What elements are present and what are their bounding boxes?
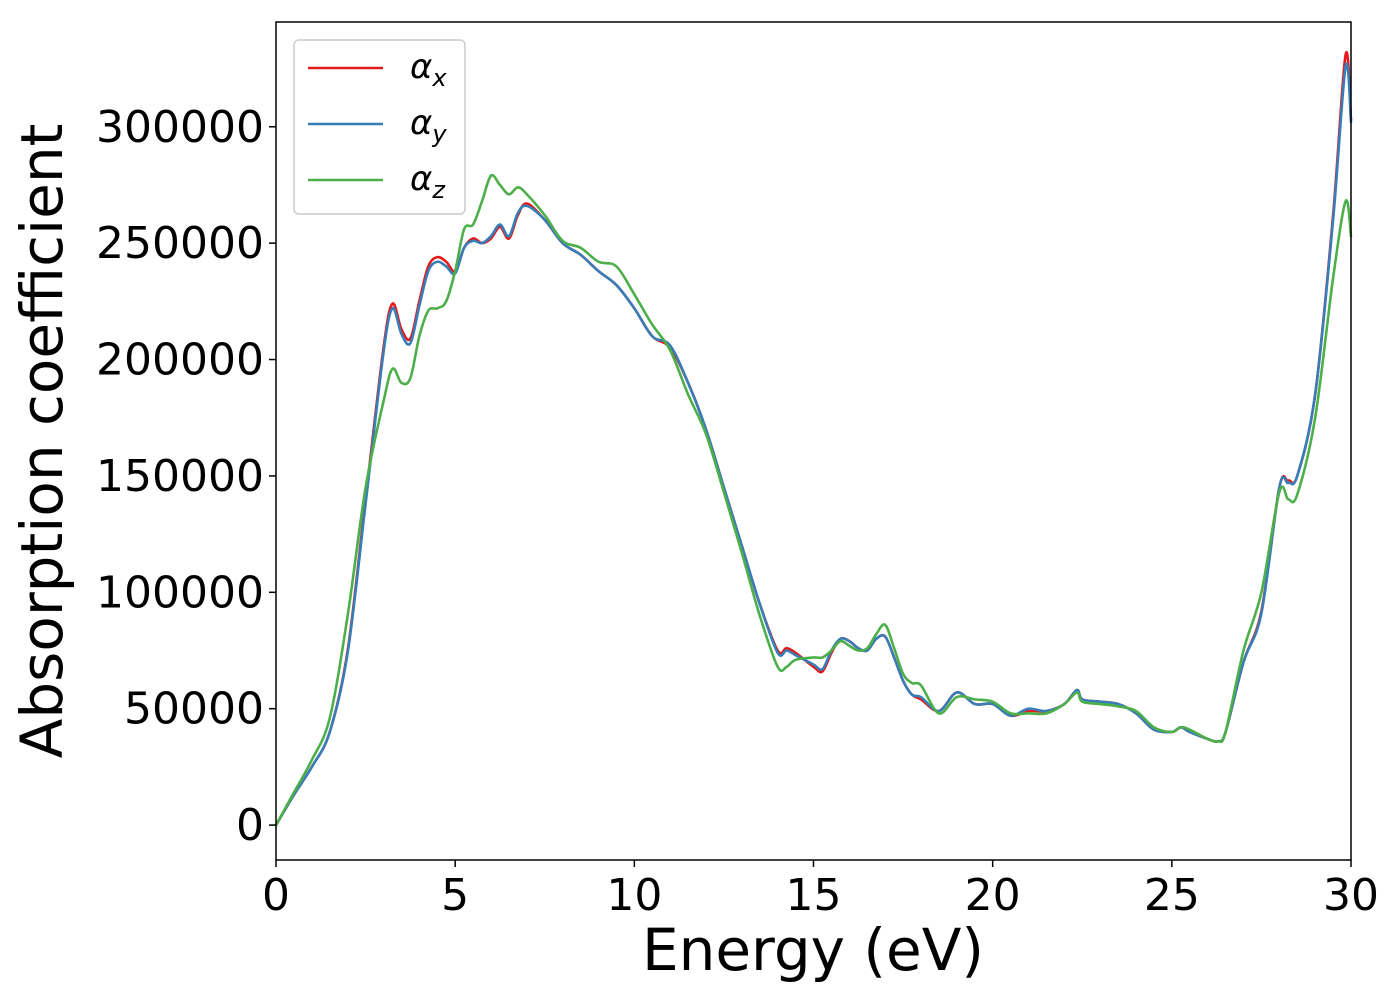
y-axis-label: Absorption coefficient xyxy=(8,124,76,759)
x-tick-label: 0 xyxy=(262,870,290,921)
y-tick-label: 150000 xyxy=(96,451,264,502)
y-tick-label: 100000 xyxy=(96,567,264,618)
x-axis-ticks: 0 5 10 15 20 25 30 xyxy=(262,860,1379,921)
x-tick-label: 10 xyxy=(606,870,662,921)
y-tick-label: 50000 xyxy=(124,684,264,735)
x-tick-label: 25 xyxy=(1144,870,1200,921)
x-tick-label: 20 xyxy=(965,870,1021,921)
y-tick-label: 0 xyxy=(236,800,264,851)
x-axis-label: Energy (eV) xyxy=(642,916,984,984)
x-tick-label: 5 xyxy=(441,870,469,921)
legend-label-z: αz xyxy=(410,159,446,204)
y-tick-label: 250000 xyxy=(96,218,264,269)
series-layer xyxy=(274,50,1353,827)
x-tick-label: 15 xyxy=(786,870,842,921)
series-line-y xyxy=(274,62,1353,827)
y-tick-label: 300000 xyxy=(96,102,264,153)
y-tick-label: 200000 xyxy=(96,335,264,386)
legend-box xyxy=(293,39,466,215)
x-tick-label: 30 xyxy=(1323,870,1379,921)
series-line-z xyxy=(274,173,1353,827)
y-axis-ticks: 0 50000 100000 150000 200000 250000 300000 xyxy=(96,102,276,851)
